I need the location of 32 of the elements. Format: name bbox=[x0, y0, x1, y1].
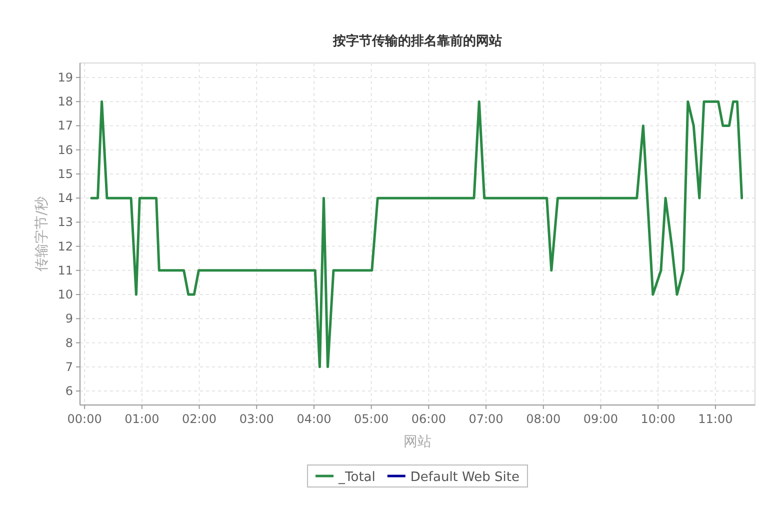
y-tick-label: 15 bbox=[58, 166, 73, 181]
x-tick-label: 06:00 bbox=[411, 412, 446, 426]
x-tick-label: 01:00 bbox=[124, 412, 160, 426]
y-tick-label: 16 bbox=[58, 142, 73, 157]
y-tick-label: 18 bbox=[58, 94, 73, 109]
x-tick-label: 07:00 bbox=[468, 412, 504, 426]
y-tick-label: 10 bbox=[58, 288, 73, 302]
x-tick-label: 05:00 bbox=[354, 412, 389, 426]
y-tick-label: 7 bbox=[65, 360, 73, 374]
x-tick-label: 09:00 bbox=[583, 412, 618, 426]
x-tick-label: 10:00 bbox=[640, 412, 676, 426]
x-axis-title: 网站 bbox=[404, 434, 432, 450]
x-tick-label: 04:00 bbox=[296, 412, 332, 426]
y-tick-label: 13 bbox=[58, 215, 73, 230]
line-series bbox=[90, 100, 744, 368]
y-tick-label: 19 bbox=[58, 70, 73, 84]
x-tick-label: 11:00 bbox=[698, 412, 733, 426]
x-tick-label: 08:00 bbox=[526, 412, 561, 426]
legend-label: _Total bbox=[338, 470, 376, 485]
y-tick-label: 9 bbox=[65, 312, 73, 326]
y-tick-label: 11 bbox=[58, 263, 73, 278]
y-tick-label: 14 bbox=[58, 191, 73, 206]
legend-label: Default Web Site bbox=[410, 470, 520, 485]
y-axis-title: 传输字节/秒 bbox=[34, 196, 50, 272]
y-tick-label: 6 bbox=[65, 384, 73, 398]
x-tick-label: 00:00 bbox=[67, 412, 102, 426]
x-tick-label: 03:00 bbox=[239, 412, 274, 426]
y-tick-label: 17 bbox=[58, 118, 73, 133]
chart-title: 按字节传输的排名靠前的网站 bbox=[332, 33, 502, 49]
x-tick-label: 02:00 bbox=[182, 412, 217, 426]
y-tick-label: 8 bbox=[65, 336, 73, 350]
y-tick-label: 12 bbox=[58, 239, 73, 254]
